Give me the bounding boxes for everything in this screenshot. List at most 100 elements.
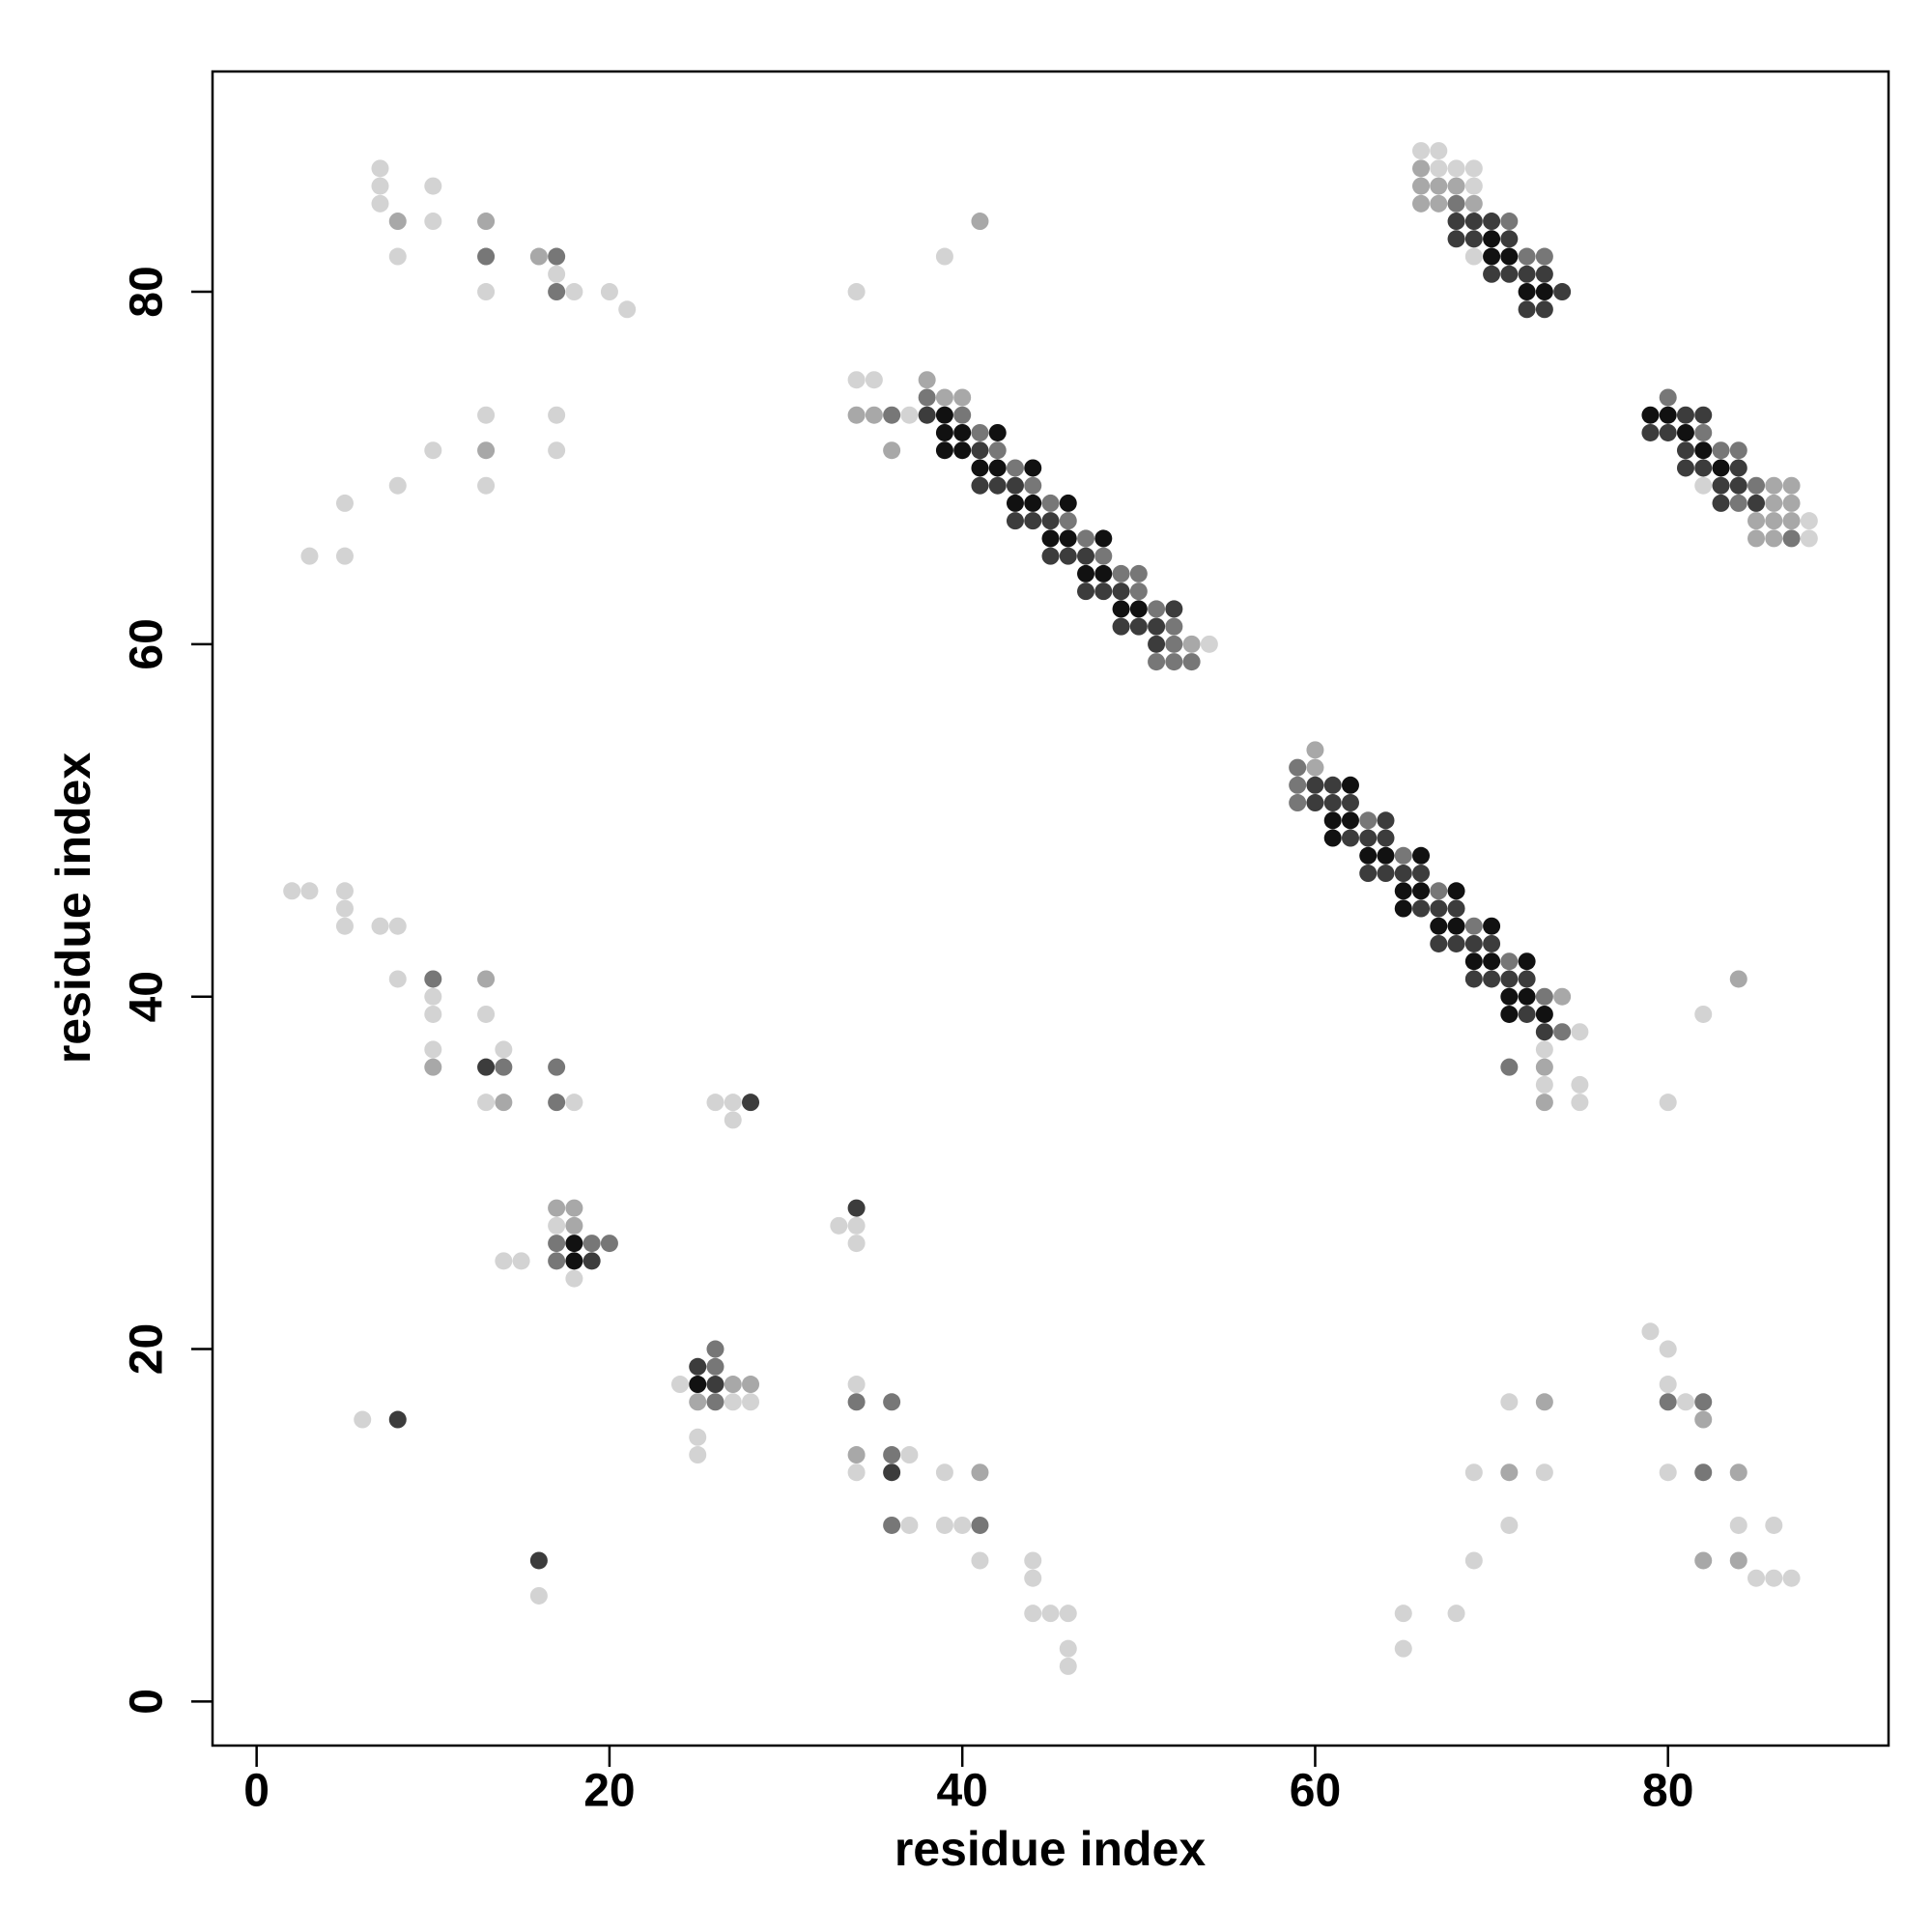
point xyxy=(1800,529,1818,548)
point xyxy=(1359,829,1378,847)
point xyxy=(1535,1393,1553,1411)
point xyxy=(988,423,1007,441)
point xyxy=(548,441,566,460)
point xyxy=(1341,829,1359,847)
point xyxy=(1500,970,1519,988)
point xyxy=(883,1446,901,1464)
point xyxy=(424,213,442,231)
point xyxy=(424,1058,442,1076)
y-tick-label: 0 xyxy=(122,1689,173,1715)
point xyxy=(1094,547,1113,565)
point xyxy=(600,1235,618,1253)
point xyxy=(1694,1393,1713,1411)
point xyxy=(1518,970,1536,988)
point xyxy=(1377,811,1395,830)
point xyxy=(1006,494,1024,512)
point xyxy=(1659,1393,1677,1411)
point xyxy=(1165,635,1183,653)
point xyxy=(971,1551,989,1570)
point xyxy=(1535,283,1553,301)
point xyxy=(1024,476,1042,495)
point xyxy=(1464,194,1483,213)
point xyxy=(1394,899,1412,918)
y-tick-label: 40 xyxy=(122,971,173,1022)
point xyxy=(1500,1516,1519,1534)
point xyxy=(1483,230,1501,248)
point xyxy=(1112,617,1130,636)
point xyxy=(935,388,953,407)
point xyxy=(1200,635,1218,653)
point xyxy=(565,1252,583,1270)
point xyxy=(1430,917,1448,935)
point xyxy=(548,1235,566,1253)
point xyxy=(1394,1639,1412,1658)
point xyxy=(371,917,389,935)
point xyxy=(371,194,389,213)
point xyxy=(388,970,407,988)
point xyxy=(742,1094,760,1112)
point xyxy=(971,441,989,460)
point xyxy=(1659,1376,1677,1394)
point xyxy=(388,1410,407,1429)
point xyxy=(1782,512,1801,530)
point xyxy=(1535,987,1553,1006)
point xyxy=(1782,1569,1801,1587)
point xyxy=(1641,1322,1660,1341)
point xyxy=(1359,846,1378,865)
point xyxy=(1518,1005,1536,1023)
point xyxy=(1447,230,1465,248)
point xyxy=(1112,600,1130,618)
point xyxy=(1712,494,1730,512)
point xyxy=(335,882,354,900)
point xyxy=(1518,300,1536,319)
point xyxy=(1306,794,1324,812)
point xyxy=(1535,1463,1553,1482)
point xyxy=(1500,247,1519,266)
point xyxy=(1571,1094,1589,1112)
point xyxy=(847,1235,866,1253)
point xyxy=(582,1252,601,1270)
point xyxy=(971,1463,989,1482)
point xyxy=(1535,1075,1553,1094)
point xyxy=(1747,494,1766,512)
point xyxy=(988,459,1007,477)
point xyxy=(495,1058,513,1076)
point xyxy=(1024,494,1042,512)
point xyxy=(1059,529,1077,548)
point xyxy=(830,1216,848,1235)
point xyxy=(1412,194,1431,213)
point xyxy=(1782,529,1801,548)
point xyxy=(935,1516,953,1534)
point xyxy=(1483,952,1501,971)
point xyxy=(1518,283,1536,301)
point xyxy=(424,441,442,460)
point xyxy=(1024,459,1042,477)
point xyxy=(1500,952,1519,971)
point xyxy=(1641,406,1660,424)
point xyxy=(1464,230,1483,248)
point xyxy=(1430,142,1448,160)
point xyxy=(1412,142,1431,160)
point xyxy=(529,247,548,266)
point xyxy=(1041,529,1060,548)
point xyxy=(706,1094,724,1112)
point xyxy=(1059,1605,1077,1623)
point xyxy=(1500,1393,1519,1411)
point xyxy=(1676,406,1694,424)
point xyxy=(1430,882,1448,900)
point xyxy=(1483,970,1501,988)
point xyxy=(935,441,953,460)
point xyxy=(1464,177,1483,195)
point xyxy=(1447,917,1465,935)
point xyxy=(1323,829,1342,847)
point xyxy=(1006,459,1024,477)
point xyxy=(689,1428,707,1446)
point xyxy=(1694,406,1713,424)
point xyxy=(335,917,354,935)
point xyxy=(742,1393,760,1411)
x-tick-label: 60 xyxy=(1290,1766,1341,1817)
point xyxy=(1148,600,1166,618)
point xyxy=(847,1463,866,1482)
point xyxy=(1729,441,1747,460)
point xyxy=(971,423,989,441)
